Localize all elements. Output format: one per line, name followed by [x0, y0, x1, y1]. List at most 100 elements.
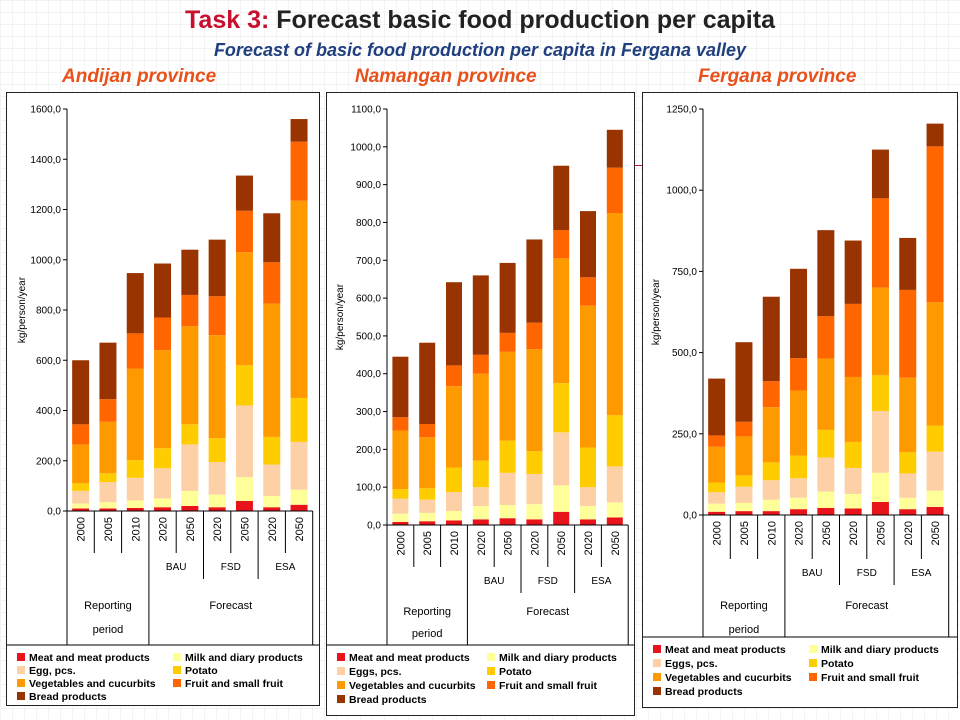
bar-segment: [871, 198, 889, 288]
legend-swatch: [173, 653, 181, 661]
bar-segment: [72, 490, 90, 504]
bar-segment: [926, 302, 944, 426]
legend-label: Fruit and small fruit: [499, 680, 598, 692]
y-tick-label: 1200,0: [30, 205, 61, 216]
bar-segment: [606, 167, 623, 213]
bar-segment: [926, 425, 944, 452]
chart-panel-fergana: 0,0 250,0 500,0 750,0 1000,0 1250,0 kg/person/…: [642, 92, 958, 708]
bar-segment: [790, 268, 808, 359]
bar-segment: [606, 517, 623, 525]
y-tick-label: 400,0: [356, 369, 381, 380]
bar-segment: [844, 493, 862, 509]
y-tick-label: 800,0: [36, 306, 61, 317]
bar-segment: [790, 478, 808, 498]
scenario-label: BAU: [802, 568, 823, 579]
bar-segment: [817, 358, 835, 430]
chart-panel-andijan: 0,0 200,0 400,0 600,0 800,0 1000,0 1200,0 1400,…: [6, 92, 320, 706]
bar-segment: [126, 500, 144, 508]
bar-segment: [580, 519, 596, 525]
bar-segment: [208, 494, 226, 508]
y-tick-label: 300,0: [356, 407, 381, 418]
legend-swatch: [337, 667, 345, 675]
bar-segment: [446, 520, 462, 525]
bar-segment: [606, 466, 623, 503]
legend-swatch: [17, 653, 25, 661]
bar-segment: [708, 435, 726, 447]
legend-label: Fruit and small fruit: [185, 678, 284, 690]
bar-segment: [790, 390, 808, 456]
bar-segment: [580, 305, 596, 448]
x-tick-label: 2010: [130, 517, 142, 541]
legend-swatch: [17, 679, 25, 687]
bar-segment: [392, 498, 409, 514]
x-tick-label: 2020: [476, 531, 488, 555]
y-tick-label: 800,0: [356, 218, 381, 229]
bar-segment: [871, 287, 889, 376]
period-label: Reporting: [403, 606, 451, 618]
bar-segment: [844, 303, 862, 377]
bar-segment: [99, 473, 117, 483]
x-tick-label: 2050: [875, 521, 887, 545]
bar-segment: [580, 211, 596, 278]
legend-label: Meat and meat products: [29, 652, 150, 664]
bar-segment: [446, 282, 462, 366]
bar-segment: [235, 175, 253, 211]
bar-segment: [899, 497, 917, 510]
bar-segment: [844, 467, 862, 494]
bar-segment: [708, 482, 726, 493]
period-label: period: [93, 624, 124, 636]
bar-segment: [844, 240, 862, 304]
bar-segment: [446, 511, 462, 521]
x-tick-label: 2050: [239, 517, 251, 541]
bar-segment: [472, 354, 489, 374]
bar-segment: [817, 491, 835, 508]
bar-segment: [735, 436, 753, 476]
bar-segment: [735, 342, 753, 422]
bar-segment: [580, 506, 596, 520]
bar-segment: [181, 490, 199, 506]
bar-segment: [790, 509, 808, 515]
bar-segment: [392, 489, 409, 499]
bar-segment: [735, 475, 753, 487]
bar-segment: [580, 447, 596, 488]
province-title-fergana: Fergana province: [698, 66, 857, 87]
bar-segment: [290, 441, 308, 490]
bar-segment: [526, 519, 543, 525]
bar-segment: [419, 437, 436, 489]
chart-andijan: 0,0 200,0 400,0 600,0 800,0 1000,0 1200,0 1400,…: [7, 105, 319, 703]
bar-segment: [263, 262, 281, 304]
bar-segment: [419, 342, 436, 425]
x-tick-label: 2020: [529, 531, 541, 555]
scenario-label: ESA: [911, 568, 931, 579]
bar-segment: [126, 273, 144, 334]
bar-segment: [762, 499, 780, 512]
bar-segment: [790, 358, 808, 391]
x-tick-label: 2050: [930, 521, 942, 545]
legend-swatch: [173, 679, 181, 687]
bar-segment: [181, 424, 199, 445]
legend-swatch: [809, 645, 817, 653]
bar-segment: [553, 258, 570, 384]
legend-swatch: [337, 681, 345, 689]
y-axis-label: kg/person/year: [651, 278, 662, 345]
x-tick-label: 2005: [103, 517, 115, 541]
bar-segment: [392, 521, 409, 525]
chart-namangan: 0,0 100,0 200,0 300,0 400,0 500,0 600,0 700,0 80…: [327, 105, 634, 706]
bar-segment: [154, 507, 172, 511]
period-label: period: [412, 628, 443, 640]
x-tick-label: 2020: [158, 517, 170, 541]
legend-swatch: [337, 653, 345, 661]
bar-segment: [126, 477, 144, 501]
bar-segment: [446, 365, 462, 387]
bar-segment: [181, 294, 199, 327]
bar-segment: [419, 499, 436, 513]
bar-segment: [899, 237, 917, 290]
bar-segment: [263, 213, 281, 263]
bar-segment: [235, 252, 253, 366]
bar-segment: [472, 506, 489, 520]
y-tick-label: 900,0: [356, 180, 381, 191]
y-tick-label: 1250,0: [666, 105, 697, 116]
legend-swatch: [17, 692, 25, 700]
bar-segment: [817, 230, 835, 317]
scenario-label: ESA: [591, 576, 611, 587]
